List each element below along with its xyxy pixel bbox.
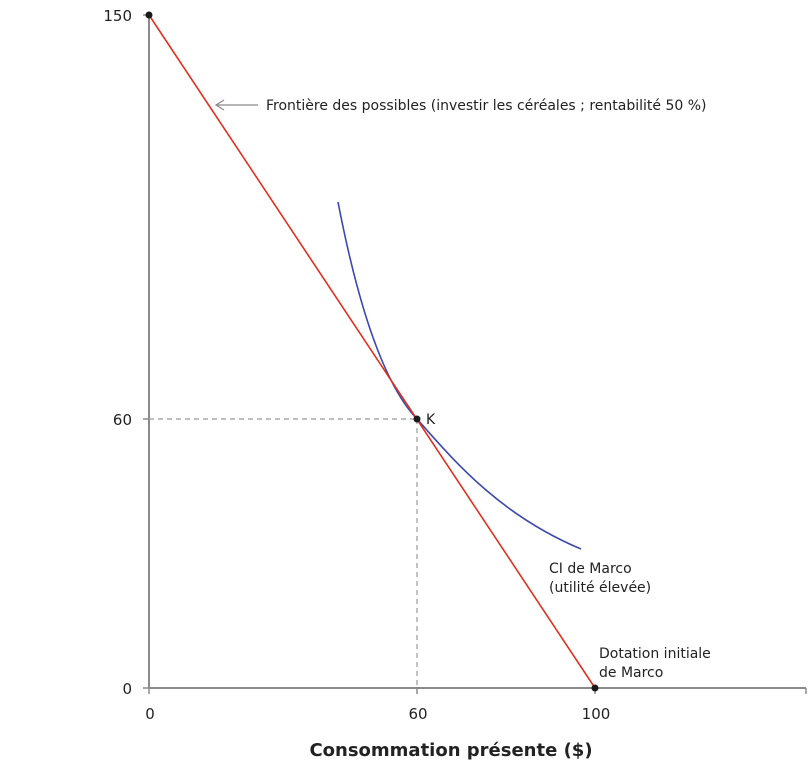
x-tick-label-0: 0 xyxy=(145,705,155,723)
x-axis-label: Consommation présente ($) xyxy=(309,740,592,761)
frontier-label: Frontière des possibles (investir les cé… xyxy=(266,98,707,114)
endowment-label-line1: Dotation initiale xyxy=(599,646,711,662)
endowment-label-line2: de Marco xyxy=(599,665,663,681)
point-k-label: K xyxy=(426,412,436,428)
ic-label-line2: (utilité élevée) xyxy=(549,580,651,596)
arrow-left-icon xyxy=(214,99,225,111)
indifference-curve xyxy=(337,201,582,550)
point-endowment xyxy=(591,684,599,692)
x-tick-label-100: 100 xyxy=(582,705,611,723)
ic-label-line1: CI de Marco xyxy=(549,561,632,577)
y-tick-label-0: 0 xyxy=(122,680,132,698)
x-tick-label-60: 60 xyxy=(408,705,427,723)
point-max-future xyxy=(145,11,153,19)
y-tick-label-150: 150 xyxy=(103,7,132,25)
y-tick-label-60: 60 xyxy=(113,411,132,429)
feasible-frontier-line xyxy=(148,14,596,689)
point-k xyxy=(413,415,421,423)
